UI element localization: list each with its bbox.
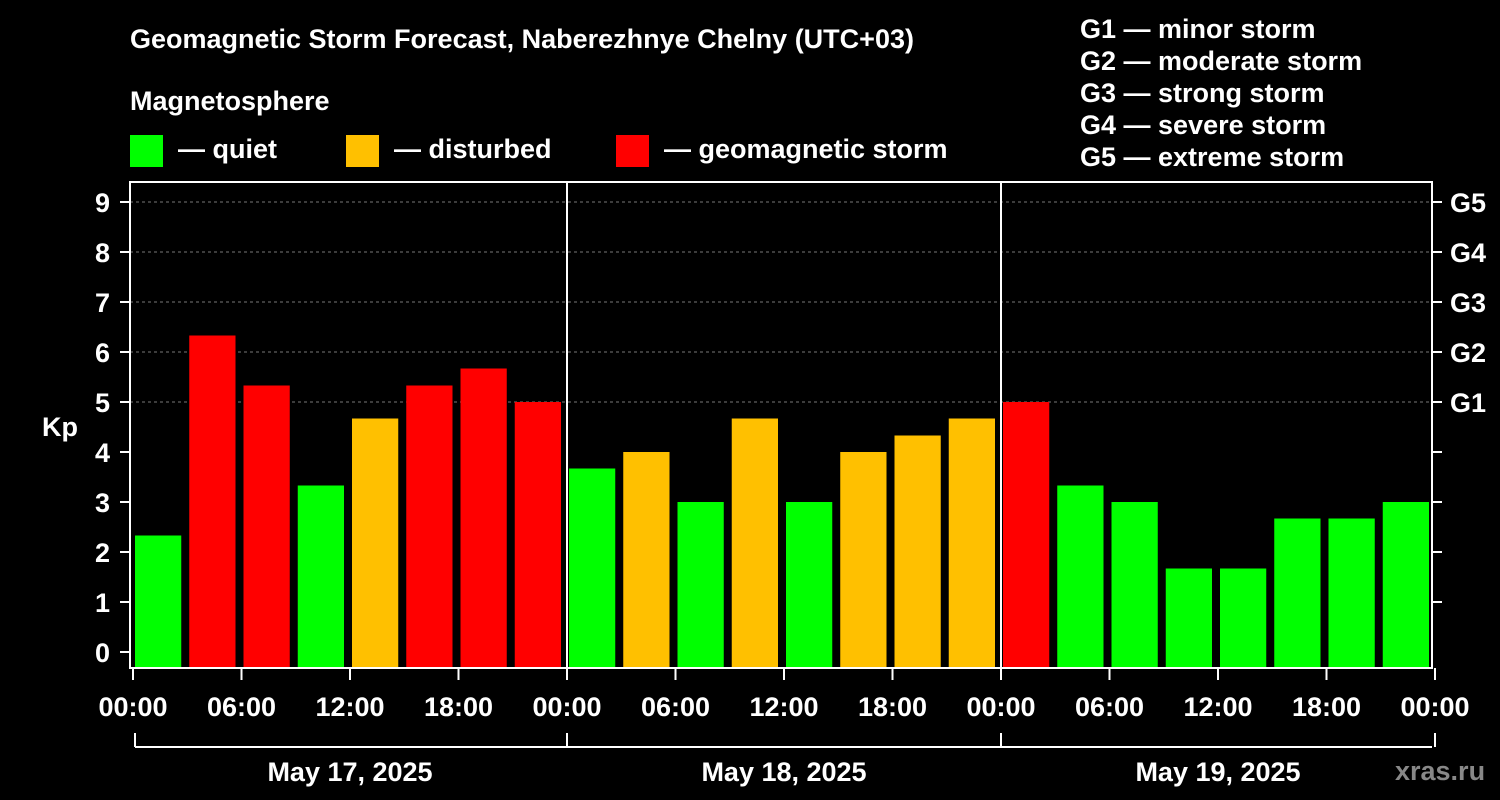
legend-swatch-disturbed — [346, 135, 379, 167]
x-tick-label-9: 06:00 — [1075, 692, 1144, 722]
x-tick-label-1: 06:00 — [207, 692, 276, 722]
kp-bar-14 — [894, 435, 941, 668]
kp-bar-8 — [569, 468, 616, 668]
kp-bar-13 — [840, 452, 887, 668]
legend-swatch-storm — [616, 135, 649, 167]
x-tick-label-2: 12:00 — [315, 692, 384, 722]
kp-bar-16 — [1003, 402, 1050, 668]
x-tick-label-7: 18:00 — [858, 692, 927, 722]
bars — [135, 335, 1429, 668]
kp-bar-5 — [406, 385, 453, 668]
g-level-label-G3: G3 — [1450, 288, 1486, 318]
kp-bar-10 — [677, 502, 724, 668]
y-tick-label-4: 4 — [95, 438, 110, 468]
kp-bar-1 — [189, 335, 236, 668]
kp-bar-0 — [135, 535, 182, 668]
kp-bar-23 — [1382, 502, 1429, 668]
legend-swatch-quiet — [130, 135, 163, 167]
y-tick-label-1: 1 — [95, 588, 110, 618]
kp-bar-20 — [1220, 568, 1267, 668]
x-tick-label-0: 00:00 — [98, 692, 167, 722]
legend-label-quiet: — quiet — [178, 134, 277, 164]
x-tick-label-3: 18:00 — [424, 692, 493, 722]
y-tick-label-0: 0 — [95, 638, 110, 668]
g-level-label-G4: G4 — [1450, 238, 1486, 268]
g-scale-g2: G2 — moderate storm — [1080, 46, 1362, 76]
day-label-1: May 18, 2025 — [701, 757, 866, 787]
g-level-label-G2: G2 — [1450, 338, 1486, 368]
day-label-0: May 17, 2025 — [267, 757, 432, 787]
tick-labels: 0 1 2 3 4 5 6 7 8 9 G1 G2 G3 G4 G5 00:00 06:00 12:00 18:00… — [95, 188, 1486, 787]
x-tick-label-10: 12:00 — [1183, 692, 1252, 722]
legend-label-storm: — geomagnetic storm — [664, 134, 948, 164]
y-tick-label-3: 3 — [95, 488, 110, 518]
kp-bar-4 — [352, 418, 399, 668]
g-level-label-G1: G1 — [1450, 388, 1486, 418]
kp-bar-9 — [623, 452, 670, 668]
day-label-2: May 19, 2025 — [1135, 757, 1300, 787]
kp-bar-17 — [1057, 485, 1104, 668]
axes — [120, 181, 1442, 748]
x-tick-label-5: 06:00 — [641, 692, 710, 722]
kp-bar-7 — [514, 402, 561, 668]
g-scale-g4: G4 — severe storm — [1080, 110, 1326, 140]
kp-bar-19 — [1165, 568, 1212, 668]
x-tick-label-8: 00:00 — [966, 692, 1035, 722]
kp-bar-3 — [297, 485, 344, 668]
kp-bar-6 — [460, 368, 507, 668]
watermark: xras.ru — [1395, 756, 1485, 786]
legend-title: Magnetosphere — [130, 86, 330, 116]
g-scale-g3: G3 — strong storm — [1080, 78, 1325, 108]
g-scale-g5: G5 — extreme storm — [1080, 142, 1344, 172]
y-axis-label: Kp — [42, 412, 78, 442]
x-tick-label-12: 00:00 — [1400, 692, 1469, 722]
kp-bar-15 — [948, 418, 995, 668]
x-tick-label-11: 18:00 — [1292, 692, 1361, 722]
grid-lines — [130, 201, 1432, 403]
x-tick-label-4: 00:00 — [532, 692, 601, 722]
chart-title: Geomagnetic Storm Forecast, Naberezhnye … — [130, 24, 914, 54]
y-tick-label-2: 2 — [95, 538, 110, 568]
y-tick-label-6: 6 — [95, 338, 110, 368]
g-scale-g1: G1 — minor storm — [1080, 14, 1316, 44]
y-tick-label-5: 5 — [95, 388, 110, 418]
y-tick-label-8: 8 — [95, 238, 110, 268]
x-tick-label-6: 12:00 — [749, 692, 818, 722]
y-tick-label-7: 7 — [95, 288, 110, 318]
kp-bar-22 — [1328, 518, 1375, 668]
g-level-label-G5: G5 — [1450, 188, 1486, 218]
kp-bar-21 — [1274, 518, 1321, 668]
kp-bar-18 — [1111, 502, 1158, 668]
y-tick-label-9: 9 — [95, 188, 110, 218]
kp-bar-12 — [786, 502, 833, 668]
legend-label-disturbed: — disturbed — [394, 134, 552, 164]
plot-frame — [129, 181, 1433, 669]
kp-bar-2 — [243, 385, 290, 668]
kp-bar-11 — [731, 418, 778, 668]
